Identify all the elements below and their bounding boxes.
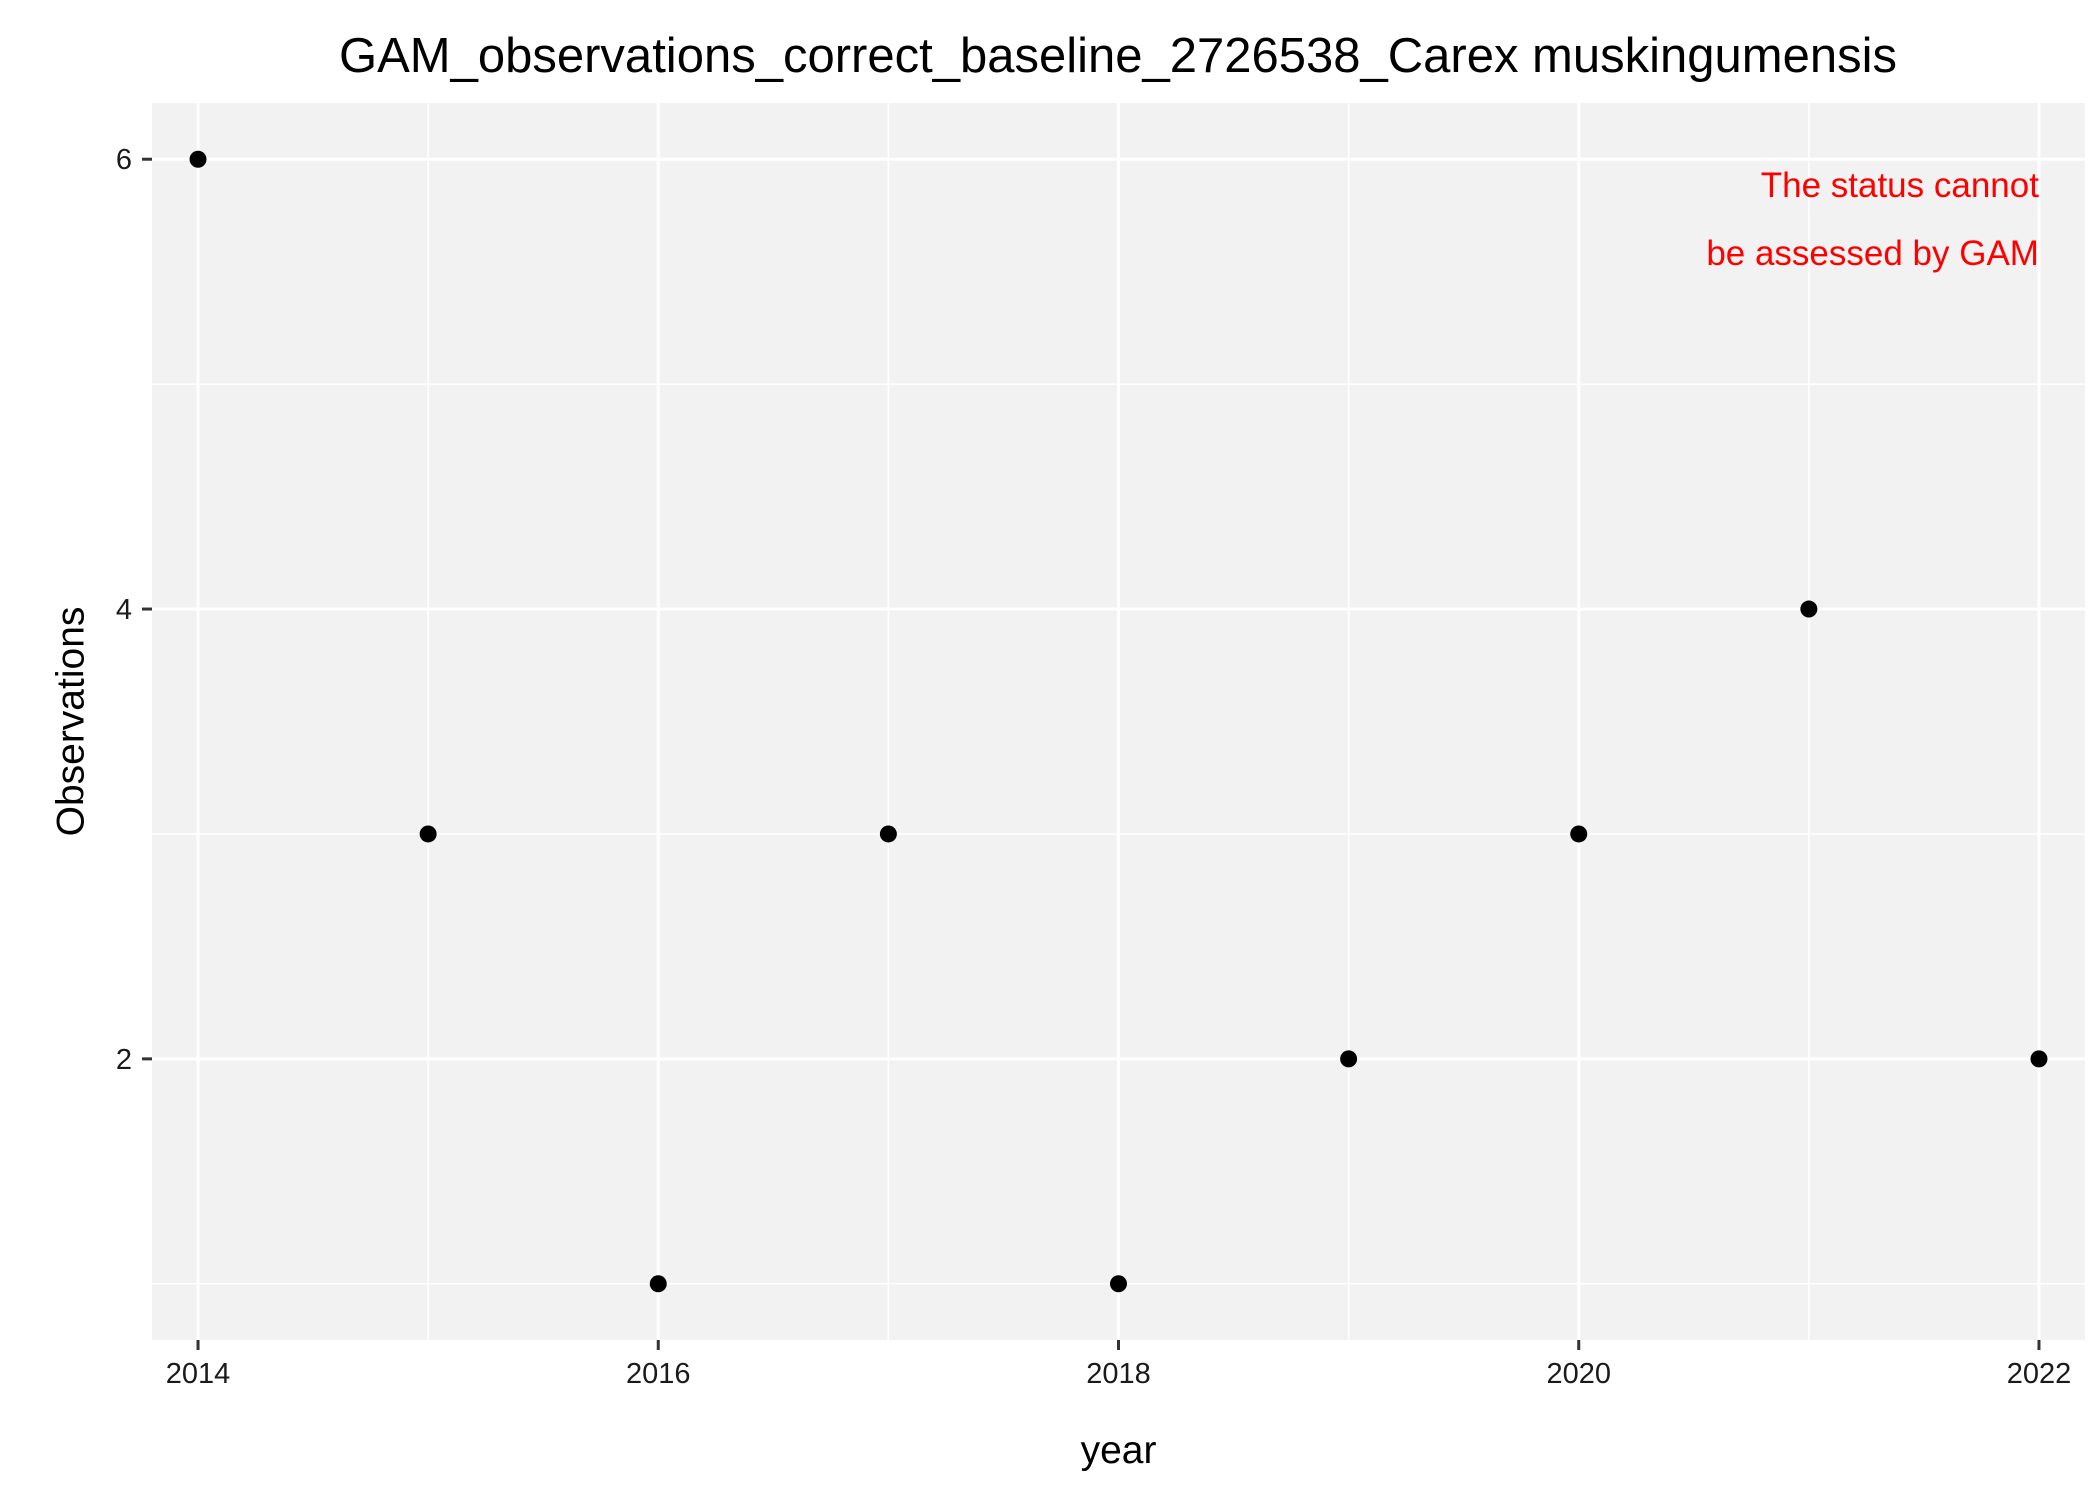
chart-title: GAM_observations_correct_baseline_272653… — [339, 29, 1897, 83]
major-gridlines — [152, 103, 2085, 1340]
data-point — [649, 1275, 667, 1293]
data-point — [1570, 825, 1588, 843]
y-tick-label: 6 — [116, 144, 132, 176]
annotation-line: The status cannot — [1761, 166, 2039, 205]
x-tick-label: 2020 — [1546, 1358, 1611, 1390]
y-tick-label: 4 — [116, 594, 132, 626]
x-tick-label: 2016 — [626, 1358, 691, 1390]
y-tick-label: 2 — [116, 1044, 132, 1076]
x-axis: 2014 2016 2018 2020 2022 — [166, 1340, 2071, 1390]
x-tick-label: 2022 — [2007, 1358, 2072, 1390]
x-axis-title: year — [1081, 1429, 1157, 1472]
data-point — [1340, 1050, 1358, 1068]
x-tick-label: 2014 — [166, 1358, 231, 1390]
y-axis-title: Observations — [50, 607, 93, 837]
x-tick-label: 2018 — [1086, 1358, 1151, 1390]
y-axis: 2 4 6 — [116, 144, 152, 1076]
annotation-line: be assessed by GAM — [1706, 234, 2039, 273]
data-points — [189, 150, 2048, 1293]
data-point — [1110, 1275, 1127, 1293]
status-annotation: The status cannot be assessed by GAM — [1706, 166, 2039, 273]
data-point — [419, 825, 437, 843]
data-point — [1800, 600, 1818, 618]
data-point — [189, 150, 207, 168]
data-point — [879, 825, 897, 843]
data-point — [2030, 1050, 2048, 1068]
